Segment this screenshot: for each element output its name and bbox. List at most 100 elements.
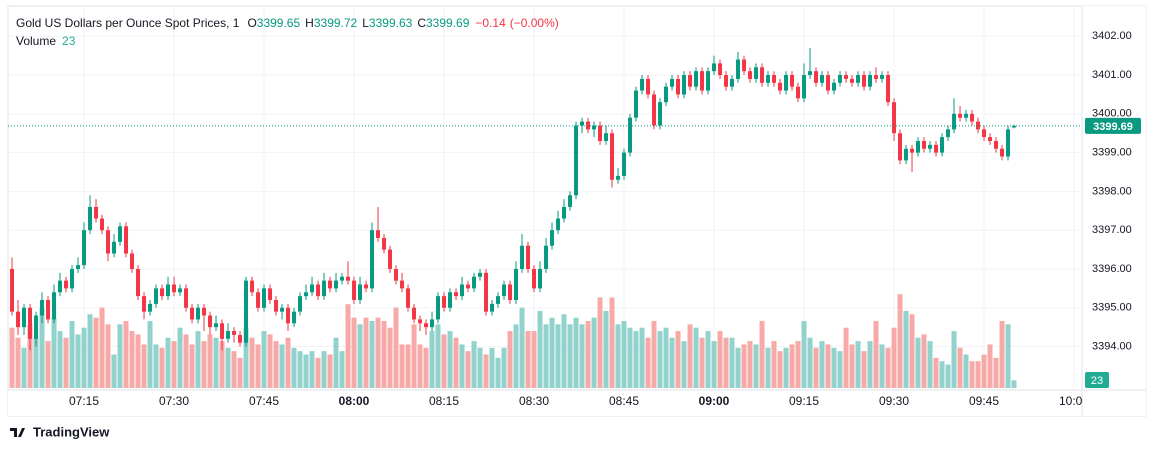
volume-bar xyxy=(831,347,837,388)
candle-body xyxy=(412,307,417,320)
volume-bar xyxy=(273,341,279,388)
volume-bar xyxy=(201,341,207,388)
candle-body xyxy=(964,113,969,118)
candle-body xyxy=(496,296,501,304)
candle-body xyxy=(880,75,885,79)
candle-body xyxy=(184,288,189,308)
candle-body xyxy=(418,319,423,324)
candle-body xyxy=(760,67,765,83)
volume-bar xyxy=(609,297,615,388)
candle-body xyxy=(916,140,921,153)
ohlc-value: 3399.65 xyxy=(257,16,301,30)
ohlc-value: 3399.63 xyxy=(369,16,413,30)
candle-body xyxy=(46,300,51,320)
volume-bar xyxy=(267,334,273,388)
candle-body xyxy=(538,268,543,289)
price-axis xyxy=(1082,6,1146,390)
volume-bar xyxy=(297,351,303,388)
volume-bar xyxy=(711,341,717,388)
volume-bar xyxy=(255,344,261,388)
candle-body xyxy=(1006,129,1011,157)
x-tick-label: 08:00 xyxy=(339,394,370,408)
candle-body xyxy=(16,311,21,328)
candle-body xyxy=(388,249,393,269)
volume-bar xyxy=(327,354,333,388)
x-tick-label: 07:30 xyxy=(159,394,189,408)
candle-body xyxy=(670,78,675,87)
volume-bar xyxy=(285,337,291,388)
volume-bar xyxy=(723,337,729,388)
candle-body xyxy=(844,75,849,79)
volume-bar xyxy=(315,357,321,388)
volume-bar xyxy=(843,327,849,388)
volume-bar xyxy=(123,320,129,388)
volume-bar xyxy=(591,317,597,388)
volume-bar xyxy=(663,327,669,388)
volume-bar xyxy=(987,344,993,388)
candle-body xyxy=(430,319,435,328)
candle-body xyxy=(796,86,801,99)
candle-body xyxy=(178,288,183,293)
volume-bar xyxy=(291,347,297,388)
candle-body xyxy=(466,284,471,289)
time-axis xyxy=(8,390,1146,416)
candle-body xyxy=(502,284,507,297)
candle-body xyxy=(580,121,585,126)
candle-body xyxy=(160,288,165,297)
volume-bar xyxy=(339,351,345,388)
volume-bar xyxy=(807,337,813,388)
candle-body xyxy=(436,296,441,320)
volume-bar xyxy=(15,337,21,388)
candle-body xyxy=(910,148,915,153)
volume-bar xyxy=(243,327,249,388)
y-tick-label: 3399.00 xyxy=(1092,147,1132,159)
volume-bar xyxy=(465,351,471,388)
y-tick-label: 3395.00 xyxy=(1092,302,1132,314)
volume-bar xyxy=(885,347,891,388)
candle-body xyxy=(250,280,255,293)
ohlc-key: L xyxy=(362,16,369,30)
candle-body xyxy=(346,276,351,281)
candle-body xyxy=(640,78,645,91)
volume-badge xyxy=(1085,372,1109,388)
candle-body xyxy=(748,71,753,79)
volume-bar xyxy=(105,324,111,388)
volume-bar xyxy=(177,327,183,388)
y-tick-label: 3400.00 xyxy=(1092,108,1132,120)
volume-bar xyxy=(813,347,819,388)
candle-body xyxy=(574,125,579,196)
volume-bar xyxy=(903,310,909,388)
x-tick-label: 08:30 xyxy=(519,394,549,408)
volume-bar xyxy=(615,324,621,388)
volume-bar xyxy=(633,331,639,388)
candle-body xyxy=(460,284,465,297)
volume-bar xyxy=(939,361,945,388)
candle-body xyxy=(958,113,963,118)
price-badge xyxy=(1085,117,1141,134)
volume-bar xyxy=(345,304,351,388)
volume-bar xyxy=(765,347,771,388)
volume-bar xyxy=(81,327,87,388)
change-percent: (−0.00%) xyxy=(510,16,559,30)
volume-bar xyxy=(981,354,987,388)
volume-bar xyxy=(735,347,741,388)
candle-body xyxy=(838,75,843,83)
volume-bar xyxy=(279,344,285,388)
candle-body xyxy=(472,276,477,289)
volume-bar xyxy=(165,337,171,388)
candle-body xyxy=(94,206,99,219)
candle-body xyxy=(754,67,759,79)
candle-body xyxy=(22,307,27,328)
candle-body xyxy=(202,307,207,316)
candle-body xyxy=(820,75,825,83)
volume-bar xyxy=(357,324,363,388)
volume-bar xyxy=(741,344,747,388)
candle-body xyxy=(400,280,405,289)
volume-bar xyxy=(213,337,219,388)
volume-bar xyxy=(501,347,507,388)
candle-body xyxy=(28,307,33,339)
volume-bar xyxy=(135,334,141,388)
volume-bar xyxy=(849,344,855,388)
candle-body xyxy=(382,237,387,250)
volume-bar xyxy=(93,317,99,388)
